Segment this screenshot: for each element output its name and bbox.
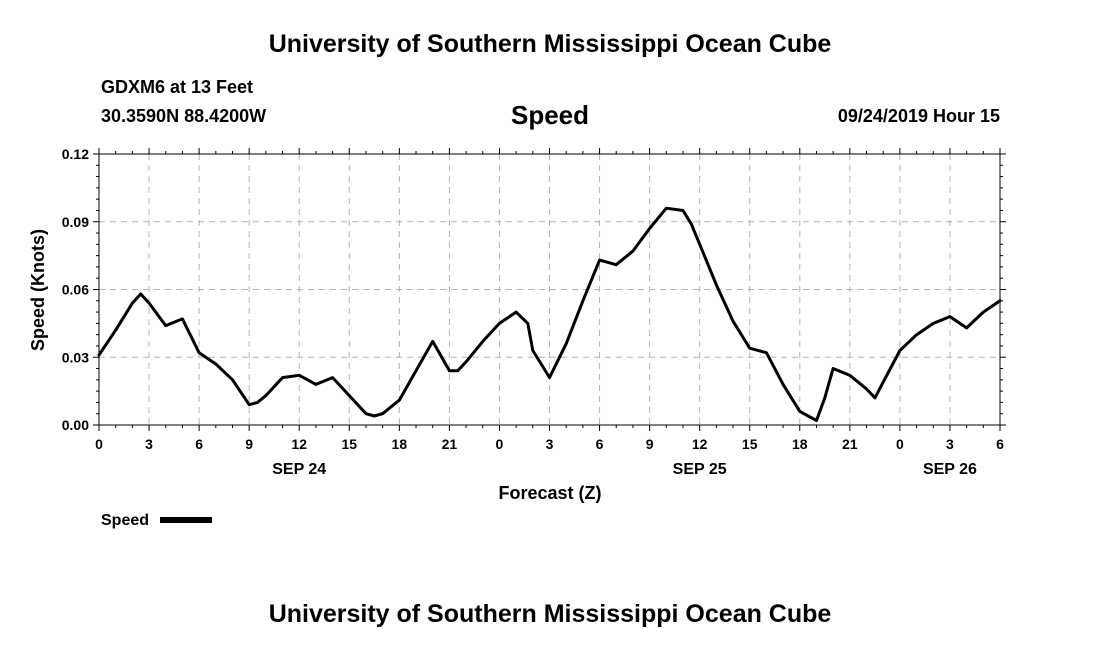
footer-title: University of Southern Mississippi Ocean… <box>268 600 832 628</box>
x-tick-label: 0 <box>496 436 504 452</box>
x-tick-label: 3 <box>946 436 954 452</box>
x-tick-label: 15 <box>341 436 357 452</box>
labels: Forecast (Z) Speed (Knots) Speed 0 3 6 9 12 1… <box>28 146 1004 529</box>
y-axis-title: Speed (Knots) <box>28 229 48 351</box>
legend-label: Speed <box>101 512 149 529</box>
station-label: GDXM6 at 13 Feet <box>101 77 254 97</box>
forecast-datetime: 09/24/2019 Hour 15 <box>837 106 1000 126</box>
coordinates-label: 30.3590N 88.4200W <box>101 106 267 126</box>
date-label: SEP 25 <box>673 461 727 478</box>
series-line-speed <box>97 206 1002 422</box>
x-tick-label: 12 <box>291 436 307 452</box>
x-tick-label: 21 <box>442 436 458 452</box>
y-tick-label: 0.12 <box>62 146 89 162</box>
x-tick-label: 3 <box>546 436 554 452</box>
x-tick-label: 12 <box>692 436 708 452</box>
y-tick-label: 0.06 <box>62 282 89 298</box>
x-axis-title: Forecast (Z) <box>498 483 601 503</box>
x-tick-label: 9 <box>245 436 253 452</box>
x-tick-label: 0 <box>95 436 103 452</box>
y-tick-label: 0.00 <box>62 417 89 433</box>
x-tick-label: 6 <box>596 436 604 452</box>
y-tick-label: 0.09 <box>62 214 89 230</box>
x-tick-label: 15 <box>742 436 758 452</box>
x-tick-label: 9 <box>646 436 654 452</box>
x-tick-label: 6 <box>996 436 1004 452</box>
x-tick-label: 3 <box>145 436 153 452</box>
x-tick-label: 21 <box>842 436 858 452</box>
grid-lines <box>99 154 1000 425</box>
date-label: SEP 24 <box>272 461 326 478</box>
x-tick-label: 6 <box>195 436 203 452</box>
date-label: SEP 26 <box>923 461 977 478</box>
x-tick-label: 18 <box>392 436 408 452</box>
y-tick-label: 0.03 <box>62 349 89 365</box>
series-layer <box>97 206 1002 422</box>
x-tick-label: 18 <box>792 436 808 452</box>
axes <box>93 148 1006 431</box>
x-tick-label: 0 <box>896 436 904 452</box>
page-title: University of Southern Mississippi Ocean… <box>268 30 832 58</box>
speed-chart: Forecast (Z) Speed (Knots) Speed 0 3 6 9 12 1… <box>28 146 1006 529</box>
chart-title: Speed <box>510 100 590 130</box>
